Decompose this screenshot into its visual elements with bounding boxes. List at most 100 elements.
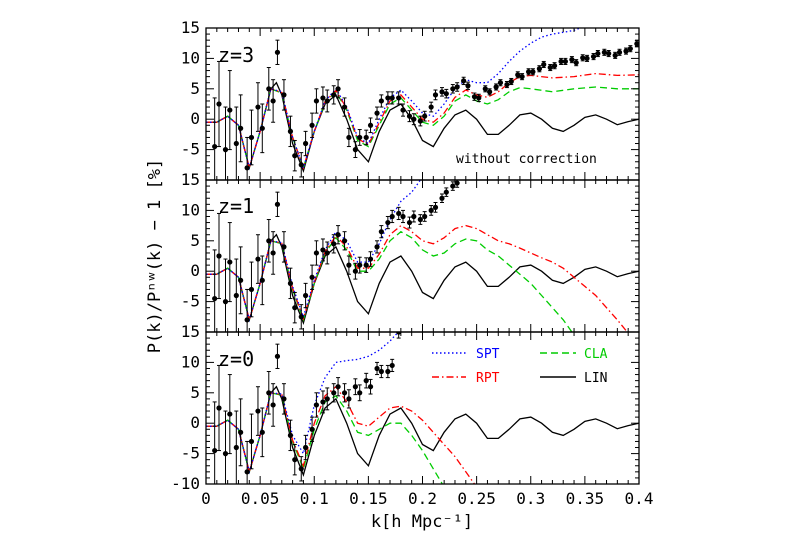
y-tick-label: 15 [181,18,200,37]
data-point [248,438,255,445]
y-tick-label: -5 [181,140,200,159]
data-point [417,216,423,223]
data-point [227,107,233,113]
data-point [281,244,287,250]
x-tick-label: 0.05 [241,489,280,508]
data-point [346,262,352,268]
data-point [233,444,239,451]
y-tick-label: 10 [181,200,200,219]
data-point [367,384,374,390]
data-point [352,384,358,390]
data-point [476,95,482,101]
data-point [335,86,341,92]
data-point [487,89,493,95]
data-point [385,95,391,101]
data-point [471,94,478,100]
data-point [363,378,369,384]
data-point [580,55,586,61]
data-point [352,268,358,274]
data-point [504,81,510,88]
data-point [428,207,434,213]
data-point [389,362,395,369]
data-point [450,183,456,189]
data-point [259,125,265,131]
data-point [238,429,244,435]
data-point [389,95,395,101]
data-point [244,469,250,475]
data-point [313,98,320,104]
x-tick-label: 0.35 [566,489,605,508]
data-point [396,210,402,217]
y-tick-label: 5 [190,383,200,402]
data-point [270,402,276,408]
data-point [497,80,504,86]
panel-z1: -5 0 5 10 15 z=1 [181,170,640,333]
data-point [367,122,374,128]
x-tick-label: 0.2 [408,489,437,508]
data-point [428,104,434,110]
data-point [302,292,309,299]
data-point [212,295,218,302]
y-tick-label: 10 [181,48,200,67]
data-point [216,253,222,259]
data-point [454,84,460,90]
data-point [346,396,352,402]
y-tick-label: -5 [181,292,200,311]
series-line-lin [206,385,639,477]
series-line-rpt [206,224,629,332]
data-point [573,60,579,66]
y-tick-label: 5 [190,79,200,98]
data-point [298,314,304,320]
data-point [508,78,514,85]
data-point [313,402,320,408]
data-point [595,50,601,57]
data-point [400,213,406,220]
data-point [324,98,330,104]
data-point [530,69,536,75]
data-point [320,95,326,101]
data-point [363,134,369,141]
y-tick-label: 0 [190,413,200,432]
data-point [331,241,337,247]
data-point [450,86,456,92]
data-point [298,466,304,472]
data-point [363,262,369,268]
data-point [357,262,363,268]
data-point [443,91,449,97]
data-point [298,162,304,168]
y-tick-label: 0 [190,261,200,280]
data-point [439,89,445,95]
data-point [292,457,298,463]
legend-label-lin: LIN [584,371,607,386]
data-point [216,101,222,107]
data-point [411,213,417,220]
legend-label-cla: CLA [584,347,608,362]
data-point [274,49,281,55]
x-tick-label: 0.4 [625,489,654,508]
data-point [331,390,337,396]
data-point [547,64,553,71]
data-point [320,399,326,405]
data-point [562,58,568,65]
data-point [406,113,413,119]
data-point [601,49,607,55]
panel-z3: -5 0 5 10 15 z=3 without correction [181,18,640,181]
data-point [590,53,597,60]
data-point [212,447,218,454]
data-point [439,195,445,201]
y-tick-label: 15 [181,170,200,189]
data-point [422,213,428,220]
data-point [374,110,380,116]
data-point [244,165,250,171]
panel-frame [205,179,640,333]
data-point [411,116,417,122]
data-point [432,92,439,98]
data-point [216,405,222,411]
data-point [341,390,348,396]
data-point [238,277,244,283]
data-point [331,92,337,98]
data-point [465,83,471,89]
y-tick-label: 15 [181,322,200,341]
data-point [525,69,532,75]
